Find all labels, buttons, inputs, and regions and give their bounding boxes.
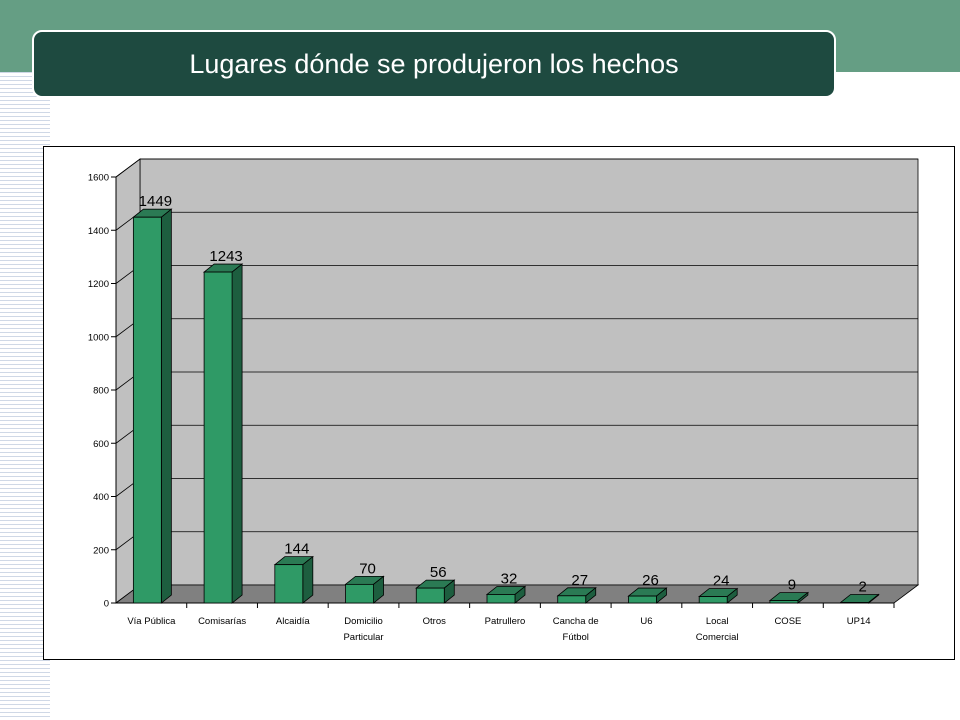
data-label: 70 (359, 560, 376, 577)
bar (628, 595, 657, 604)
y-tick-label: 600 (93, 439, 109, 450)
x-tick-label: U6 (640, 616, 652, 627)
y-tick-label: 800 (93, 386, 109, 397)
x-tick-label: Otros (423, 616, 446, 627)
x-tick-label: Comisarías (198, 616, 246, 627)
data-label: 2 (858, 578, 866, 595)
bar (769, 600, 799, 604)
x-tick-label: Patrullero (485, 616, 526, 627)
title-box: Lugares dónde se produjeron los hechos (32, 30, 836, 98)
bar-side (231, 263, 243, 604)
data-label: 27 (571, 572, 588, 589)
x-tick-label: UP14 (847, 616, 871, 627)
y-tick-label: 1600 (88, 173, 109, 184)
bar (557, 595, 587, 604)
x-tick-label: COSE (774, 616, 801, 627)
slide-title: Lugares dónde se produjeron los hechos (189, 48, 679, 79)
y-tick-label: 1400 (88, 226, 109, 237)
data-label: 144 (284, 541, 309, 558)
bar (840, 602, 870, 604)
bar-side (160, 208, 172, 604)
bar-side (302, 555, 314, 604)
data-label: 56 (430, 564, 447, 581)
data-label: 24 (713, 573, 730, 590)
y-tick-label: 400 (93, 492, 109, 503)
x-tick-label: Vía Pública (127, 616, 176, 627)
x-tick-label: Alcaidía (276, 616, 311, 627)
data-label: 9 (788, 577, 796, 594)
y-tick-label: 0 (104, 599, 109, 610)
data-label: 1243 (209, 248, 242, 265)
bar (415, 587, 445, 604)
x-tick-label: Particular (343, 632, 383, 643)
bar (203, 271, 233, 604)
x-tick-label: Cancha de (553, 616, 599, 627)
y-tick-label: 1000 (88, 332, 109, 343)
bar (274, 564, 304, 604)
x-tick-label: Comercial (696, 632, 739, 643)
y-tick-label: 200 (93, 545, 109, 556)
gridline (115, 158, 918, 178)
data-label: 1449 (139, 193, 172, 210)
side-stripes (0, 72, 50, 720)
x-tick-label: Fútbol (563, 632, 589, 643)
data-label: 32 (501, 570, 518, 587)
bar (698, 596, 728, 604)
x-tick-label: Domicilio (344, 616, 383, 627)
y-tick-label: 1200 (88, 279, 109, 290)
bar (486, 594, 516, 604)
bar (132, 216, 162, 604)
data-label: 26 (642, 572, 659, 589)
x-tick-label: Local (706, 616, 729, 627)
bar (345, 583, 374, 604)
